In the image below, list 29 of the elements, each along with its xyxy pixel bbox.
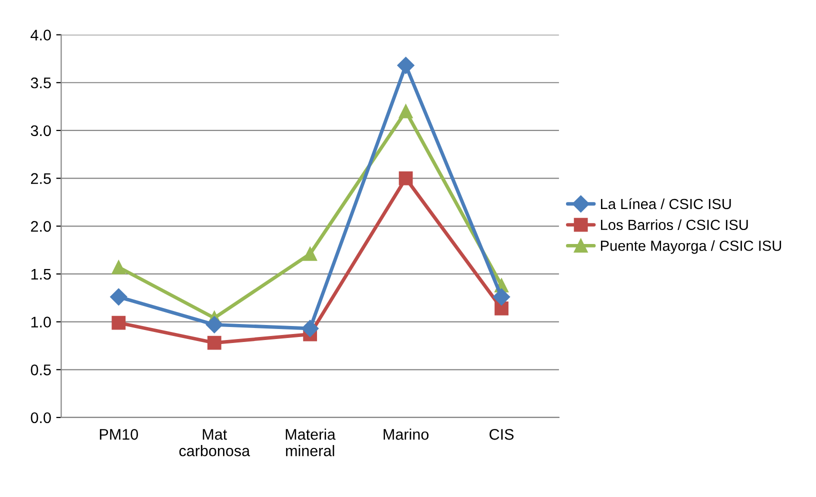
point [110, 288, 128, 306]
y-tick-label: 1.0 [31, 316, 51, 328]
point [112, 260, 126, 274]
point [397, 56, 414, 74]
point [302, 320, 319, 338]
y-tick-label: 3.5 [30, 77, 51, 88]
point [303, 246, 318, 261]
point [492, 288, 510, 306]
x-tick-label: PM10 [100, 428, 138, 440]
point [112, 316, 126, 330]
y-tick-label: 0.0 [30, 412, 51, 424]
point [207, 336, 222, 350]
legend-label: Puente Mayorga / CSIC ISU [600, 240, 782, 254]
point [206, 316, 223, 334]
x-tick-label: CIS [490, 428, 514, 440]
y-tick-label: 4.0 [30, 30, 51, 40]
point [398, 171, 413, 186]
point [398, 104, 413, 118]
y-tick-label: 2.5 [31, 173, 51, 184]
x-tick-label: Marino [384, 428, 429, 440]
y-tick-label: 3.0 [30, 125, 51, 136]
legend-label: Los Barrios / CSIC ISU [600, 219, 748, 230]
y-tick-label: 2.0 [31, 221, 51, 232]
x-tick-label: Materia mineral [286, 428, 336, 456]
y-tick-label: 0.5 [30, 364, 51, 376]
point [494, 301, 508, 316]
y-tick-label: 1.5 [31, 268, 51, 280]
legend-label: La Línea / CSIC ISU [600, 198, 731, 210]
x-tick-label: Mat carbonosa [179, 429, 250, 456]
